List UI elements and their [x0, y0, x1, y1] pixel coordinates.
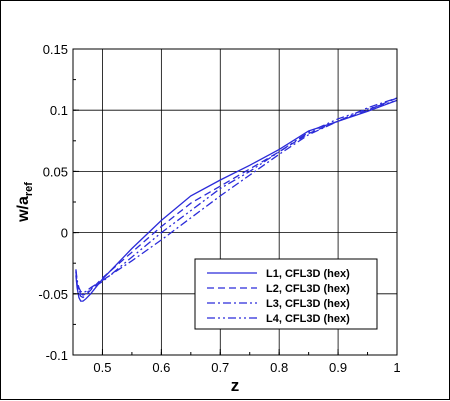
y-tick-label: 0.05 — [43, 164, 68, 179]
y-tick-label: -0.1 — [46, 348, 68, 363]
x-tick-label: 0.5 — [93, 360, 111, 375]
legend-box — [194, 258, 378, 330]
x-tick-label: 0.9 — [329, 360, 347, 375]
x-tick-label: 0.6 — [152, 360, 170, 375]
y-tick-label: 0 — [61, 226, 68, 241]
legend-entries: L1, CFL3D (hex) L2, CFL3D (hex) L3, CFL3D … — [207, 268, 350, 325]
y-tick-label: 0.1 — [50, 103, 68, 118]
series-line-4 — [75, 99, 398, 296]
legend-label-2: L2, CFL3D (hex) — [266, 283, 350, 295]
y-tick-label: 0.15 — [43, 42, 68, 57]
y-tick-label: -0.05 — [38, 287, 68, 302]
legend: L1, CFL3D (hex) L2, CFL3D (hex) L3, CFL3D … — [194, 258, 378, 330]
y-axis-label-subscript: ref — [23, 182, 35, 196]
x-axis-label: z — [231, 376, 240, 395]
legend-label-1: L1, CFL3D (hex) — [266, 268, 350, 280]
series-layer — [75, 97, 398, 302]
series-line-2 — [75, 97, 398, 299]
y-axis-label-group: w/aref — [15, 182, 35, 223]
legend-label-3: L3, CFL3D (hex) — [266, 298, 350, 310]
legend-label-4: L4, CFL3D (hex) — [266, 313, 350, 325]
y-axis-label: w/aref — [15, 182, 35, 223]
y-axis-label-main: w/a — [15, 196, 32, 223]
tick-layer: 0.5 0.6 0.7 0.8 0.9 1 -0.1 -0.05 0 0.05 0.1 0.15 — [38, 42, 400, 375]
x-tick-label: 0.7 — [211, 360, 229, 375]
x-tick-label: 1 — [393, 360, 400, 375]
x-tick-label: 0.8 — [270, 360, 288, 375]
series-line-3 — [75, 97, 398, 294]
